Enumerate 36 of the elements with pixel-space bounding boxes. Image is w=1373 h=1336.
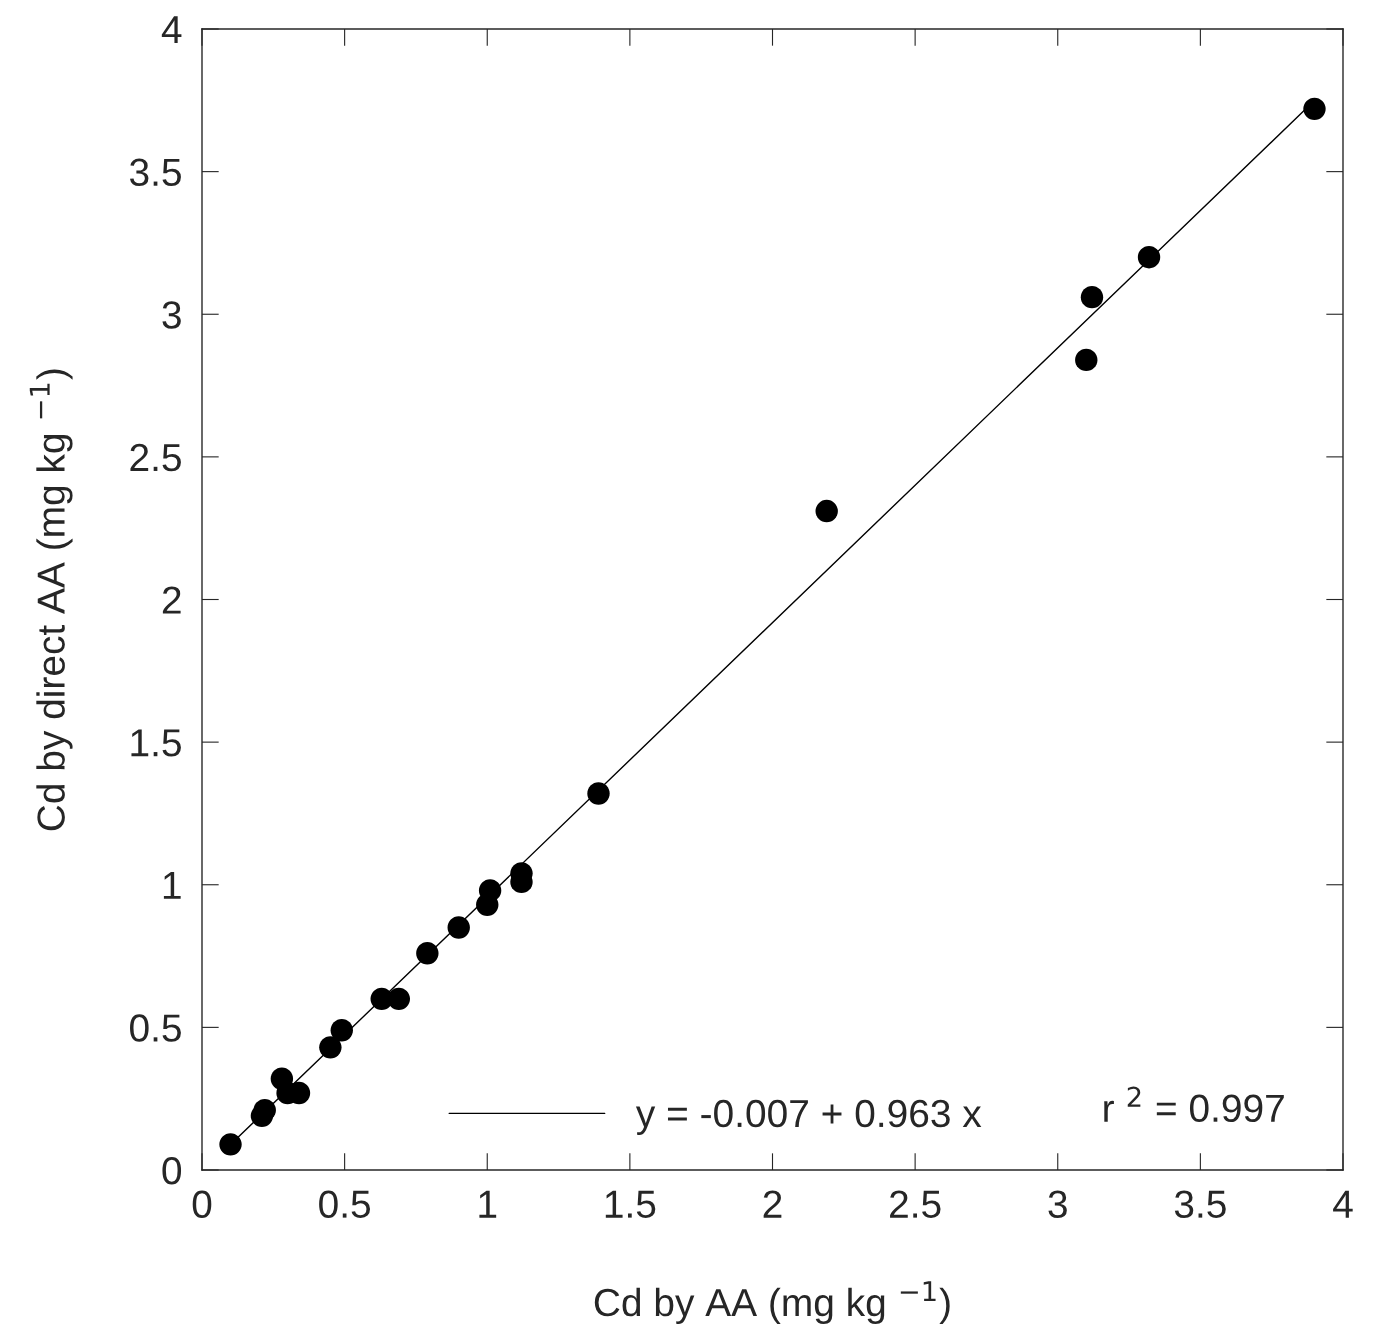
point xyxy=(387,987,411,1011)
y-axis-title: Cd by direct AA (mg kg $^{−1}$) xyxy=(29,369,73,831)
x-tick-label: 3.5 xyxy=(1174,1190,1226,1219)
legend-label: y = -0.007 + 0.963 x xyxy=(635,1099,982,1135)
point xyxy=(1137,246,1161,269)
x-tick-label: 2.5 xyxy=(890,1190,941,1219)
point xyxy=(1303,97,1326,121)
x-axis-title: Cd by AA (mg kg $^{−1}$) xyxy=(594,1281,950,1325)
point xyxy=(253,1098,276,1122)
y-tick-label: 0 xyxy=(162,1156,182,1185)
y-tick-label: 3 xyxy=(162,301,181,329)
y-tick-label: 1 xyxy=(163,872,181,899)
point xyxy=(815,499,838,523)
point xyxy=(1075,348,1098,372)
point xyxy=(319,1036,342,1059)
point xyxy=(416,942,439,965)
y-tick-label: 4 xyxy=(161,16,182,44)
point xyxy=(447,916,470,939)
y-tick-label: 2 xyxy=(162,586,181,614)
y-tick-label: 2.5 xyxy=(130,443,181,472)
x-tick-label: 1 xyxy=(479,1190,497,1218)
point xyxy=(1080,285,1104,309)
x-tick-label: 0 xyxy=(192,1190,212,1219)
x-tick-label: 0.5 xyxy=(319,1190,371,1219)
y-tick-label: 3.5 xyxy=(129,158,181,187)
point xyxy=(330,1019,353,1042)
x-tick-label: 3 xyxy=(1048,1190,1067,1219)
point xyxy=(587,782,610,805)
point xyxy=(478,879,502,902)
point xyxy=(219,1133,242,1156)
x-tick-label: 1.5 xyxy=(605,1190,656,1219)
x-tick-label: 2 xyxy=(763,1190,782,1218)
x-tick-label: 4 xyxy=(1333,1190,1353,1218)
annotation: r $^{2}$ = 0.997 xyxy=(1104,1086,1284,1123)
y-tick-label: 1.5 xyxy=(131,729,181,757)
y-tick-label: 0.5 xyxy=(130,1014,181,1042)
